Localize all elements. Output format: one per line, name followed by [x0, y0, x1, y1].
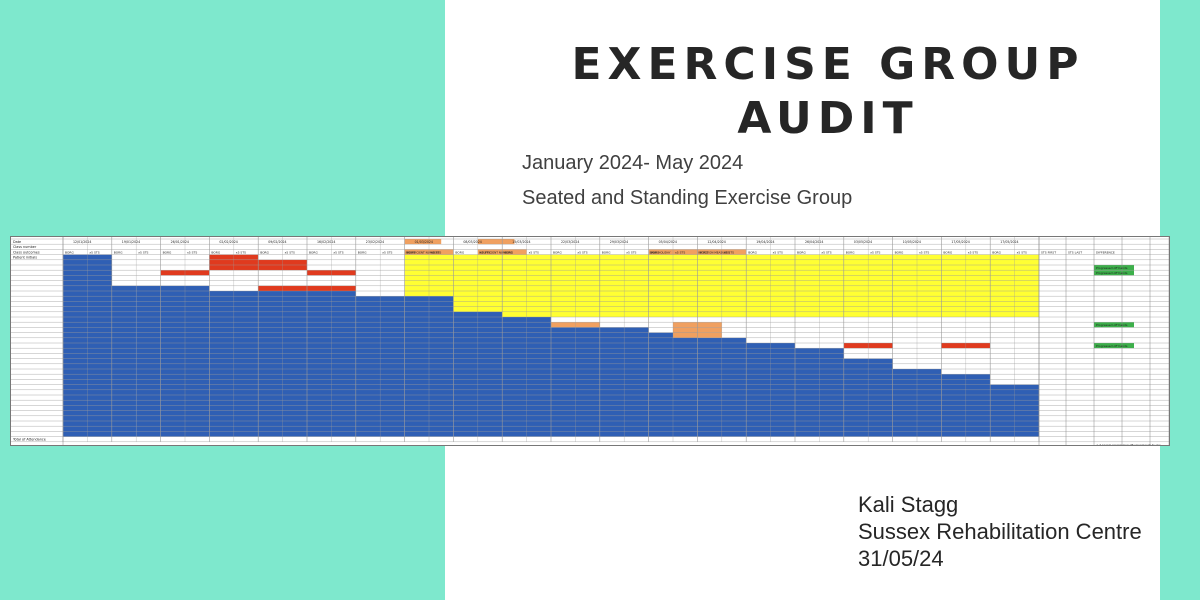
author-organisation: Sussex Rehabilitation Centre	[858, 519, 1142, 544]
status-label: Progressed off hands	[1096, 344, 1128, 348]
borg-header: BORG	[309, 250, 318, 254]
author-name: Kali Stagg	[858, 492, 959, 517]
right-header: DIFFERENCE	[1096, 250, 1115, 254]
sts-header: x5 STS	[724, 250, 734, 254]
date-header: 08/03/2024	[463, 240, 481, 244]
audit-spreadsheet: Date Class number Class outcomes Patient in…	[10, 236, 1170, 446]
footer-label: Total of Attendance	[12, 438, 46, 442]
borg-header: BORG	[163, 250, 172, 254]
date-header: 26/04/2024	[805, 240, 823, 244]
green-status-cell	[1094, 343, 1134, 349]
borg-header: BORG	[895, 250, 904, 254]
title-line-1: EXERCISE GROUP	[571, 39, 1085, 90]
date-header: 03/05/2024	[854, 240, 872, 244]
date-range: January 2024- May 2024	[522, 152, 744, 174]
row-label: Class outcomes	[13, 250, 40, 254]
date-header: 19/01/2024	[122, 240, 140, 244]
sts-header: x5 STS	[1017, 250, 1027, 254]
group-name: Seated and Standing Exercise Group	[522, 187, 853, 209]
row-label: Date	[13, 240, 21, 244]
sts-header: x5 STS	[821, 250, 831, 254]
date-header: 29/03/2024	[610, 240, 628, 244]
date-header: 12/04/2024	[707, 240, 725, 244]
borg-header: BORG	[992, 250, 1001, 254]
green-status-cell	[1094, 265, 1134, 271]
borg-header: BORG	[553, 250, 562, 254]
sts-header: x5 STS	[529, 250, 539, 254]
sts-header: x5 STS	[236, 250, 246, 254]
date-header: 26/01/2024	[171, 240, 189, 244]
footer-note: < 4 people progressing off using hands t…	[1096, 443, 1161, 446]
borg-header: BORG	[699, 250, 708, 254]
borg-header: BORG	[797, 250, 806, 254]
note-label: INSUFFICIENT NUMBERS	[406, 250, 440, 254]
date-header: 12/01/2024	[73, 240, 91, 244]
borg-header: BORG	[651, 250, 660, 254]
borg-header: BORG	[602, 250, 611, 254]
borg-header: BORG	[748, 250, 757, 254]
date-header: 02/02/2024	[219, 240, 237, 244]
date-header: 17/05/2024	[1000, 240, 1018, 244]
date-header: 01/03/2024	[415, 240, 433, 244]
sts-header: x5 STS	[919, 250, 929, 254]
status-label: Progressed off hands	[1096, 323, 1128, 327]
right-header: STS FIRST	[1041, 250, 1056, 254]
sts-header: x5 STS	[480, 250, 490, 254]
title-line-2: AUDIT	[737, 93, 919, 144]
borg-header: BORG	[455, 250, 464, 254]
borg-header: BORG	[260, 250, 269, 254]
borg-header: BORG	[211, 250, 220, 254]
status-label: Progressed off hands	[1096, 266, 1128, 270]
sts-header: x5 STS	[285, 250, 295, 254]
row-label: Patient initials	[13, 256, 37, 260]
date-header: 23/02/2024	[366, 240, 384, 244]
blue-cell-block	[111, 285, 137, 437]
note-label: BANK HOLIDAY	[650, 250, 671, 254]
green-status-cell	[1094, 322, 1134, 328]
sts-header: x5 STS	[626, 250, 636, 254]
sts-header: x5 STS	[675, 250, 685, 254]
note-label: INSUFFICIENT NUMBERS	[479, 250, 513, 254]
sts-header: x5 STS	[870, 250, 880, 254]
borg-header: BORG	[65, 250, 74, 254]
sts-header: x5 STS	[333, 250, 343, 254]
date-header: 22/03/2024	[561, 240, 579, 244]
borg-header: BORG	[943, 250, 952, 254]
borg-header: BORG	[504, 250, 513, 254]
borg-header: BORG	[358, 250, 367, 254]
sts-header: x5 STS	[968, 250, 978, 254]
sts-header: x5 STS	[138, 250, 148, 254]
sts-header: x5 STS	[89, 250, 99, 254]
date-header: 05/04/2024	[659, 240, 677, 244]
date-header: 19/04/2024	[756, 240, 774, 244]
borg-header: BORG	[407, 250, 416, 254]
presentation-date: 31/05/24	[858, 546, 944, 571]
row-label: Class number	[13, 245, 37, 249]
sts-header: x5 STS	[577, 250, 587, 254]
date-header: 17/05/2024	[951, 240, 969, 244]
date-header: 16/02/2024	[317, 240, 335, 244]
date-header: 09/02/2024	[268, 240, 286, 244]
blue-cell-block	[136, 285, 161, 437]
right-header: STS LAST	[1068, 250, 1082, 254]
sts-header: x5 STS	[431, 250, 441, 254]
borg-header: BORG	[846, 250, 855, 254]
slide-title: EXERCISE GROUP AUDIT	[548, 38, 1108, 146]
borg-header: BORG	[114, 250, 123, 254]
status-label: Progressed off hands	[1096, 271, 1128, 275]
sts-header: x5 STS	[773, 250, 783, 254]
orange-header-cell	[404, 239, 442, 245]
date-header: 10/05/2024	[903, 240, 921, 244]
note-label: INFECTION MEASURES	[698, 250, 730, 254]
date-header: 15/03/2024	[512, 240, 530, 244]
sts-header: x5 STS	[382, 250, 392, 254]
sts-header: x5 STS	[187, 250, 197, 254]
green-status-cell	[1094, 270, 1134, 276]
orange-header-cell	[477, 239, 515, 245]
